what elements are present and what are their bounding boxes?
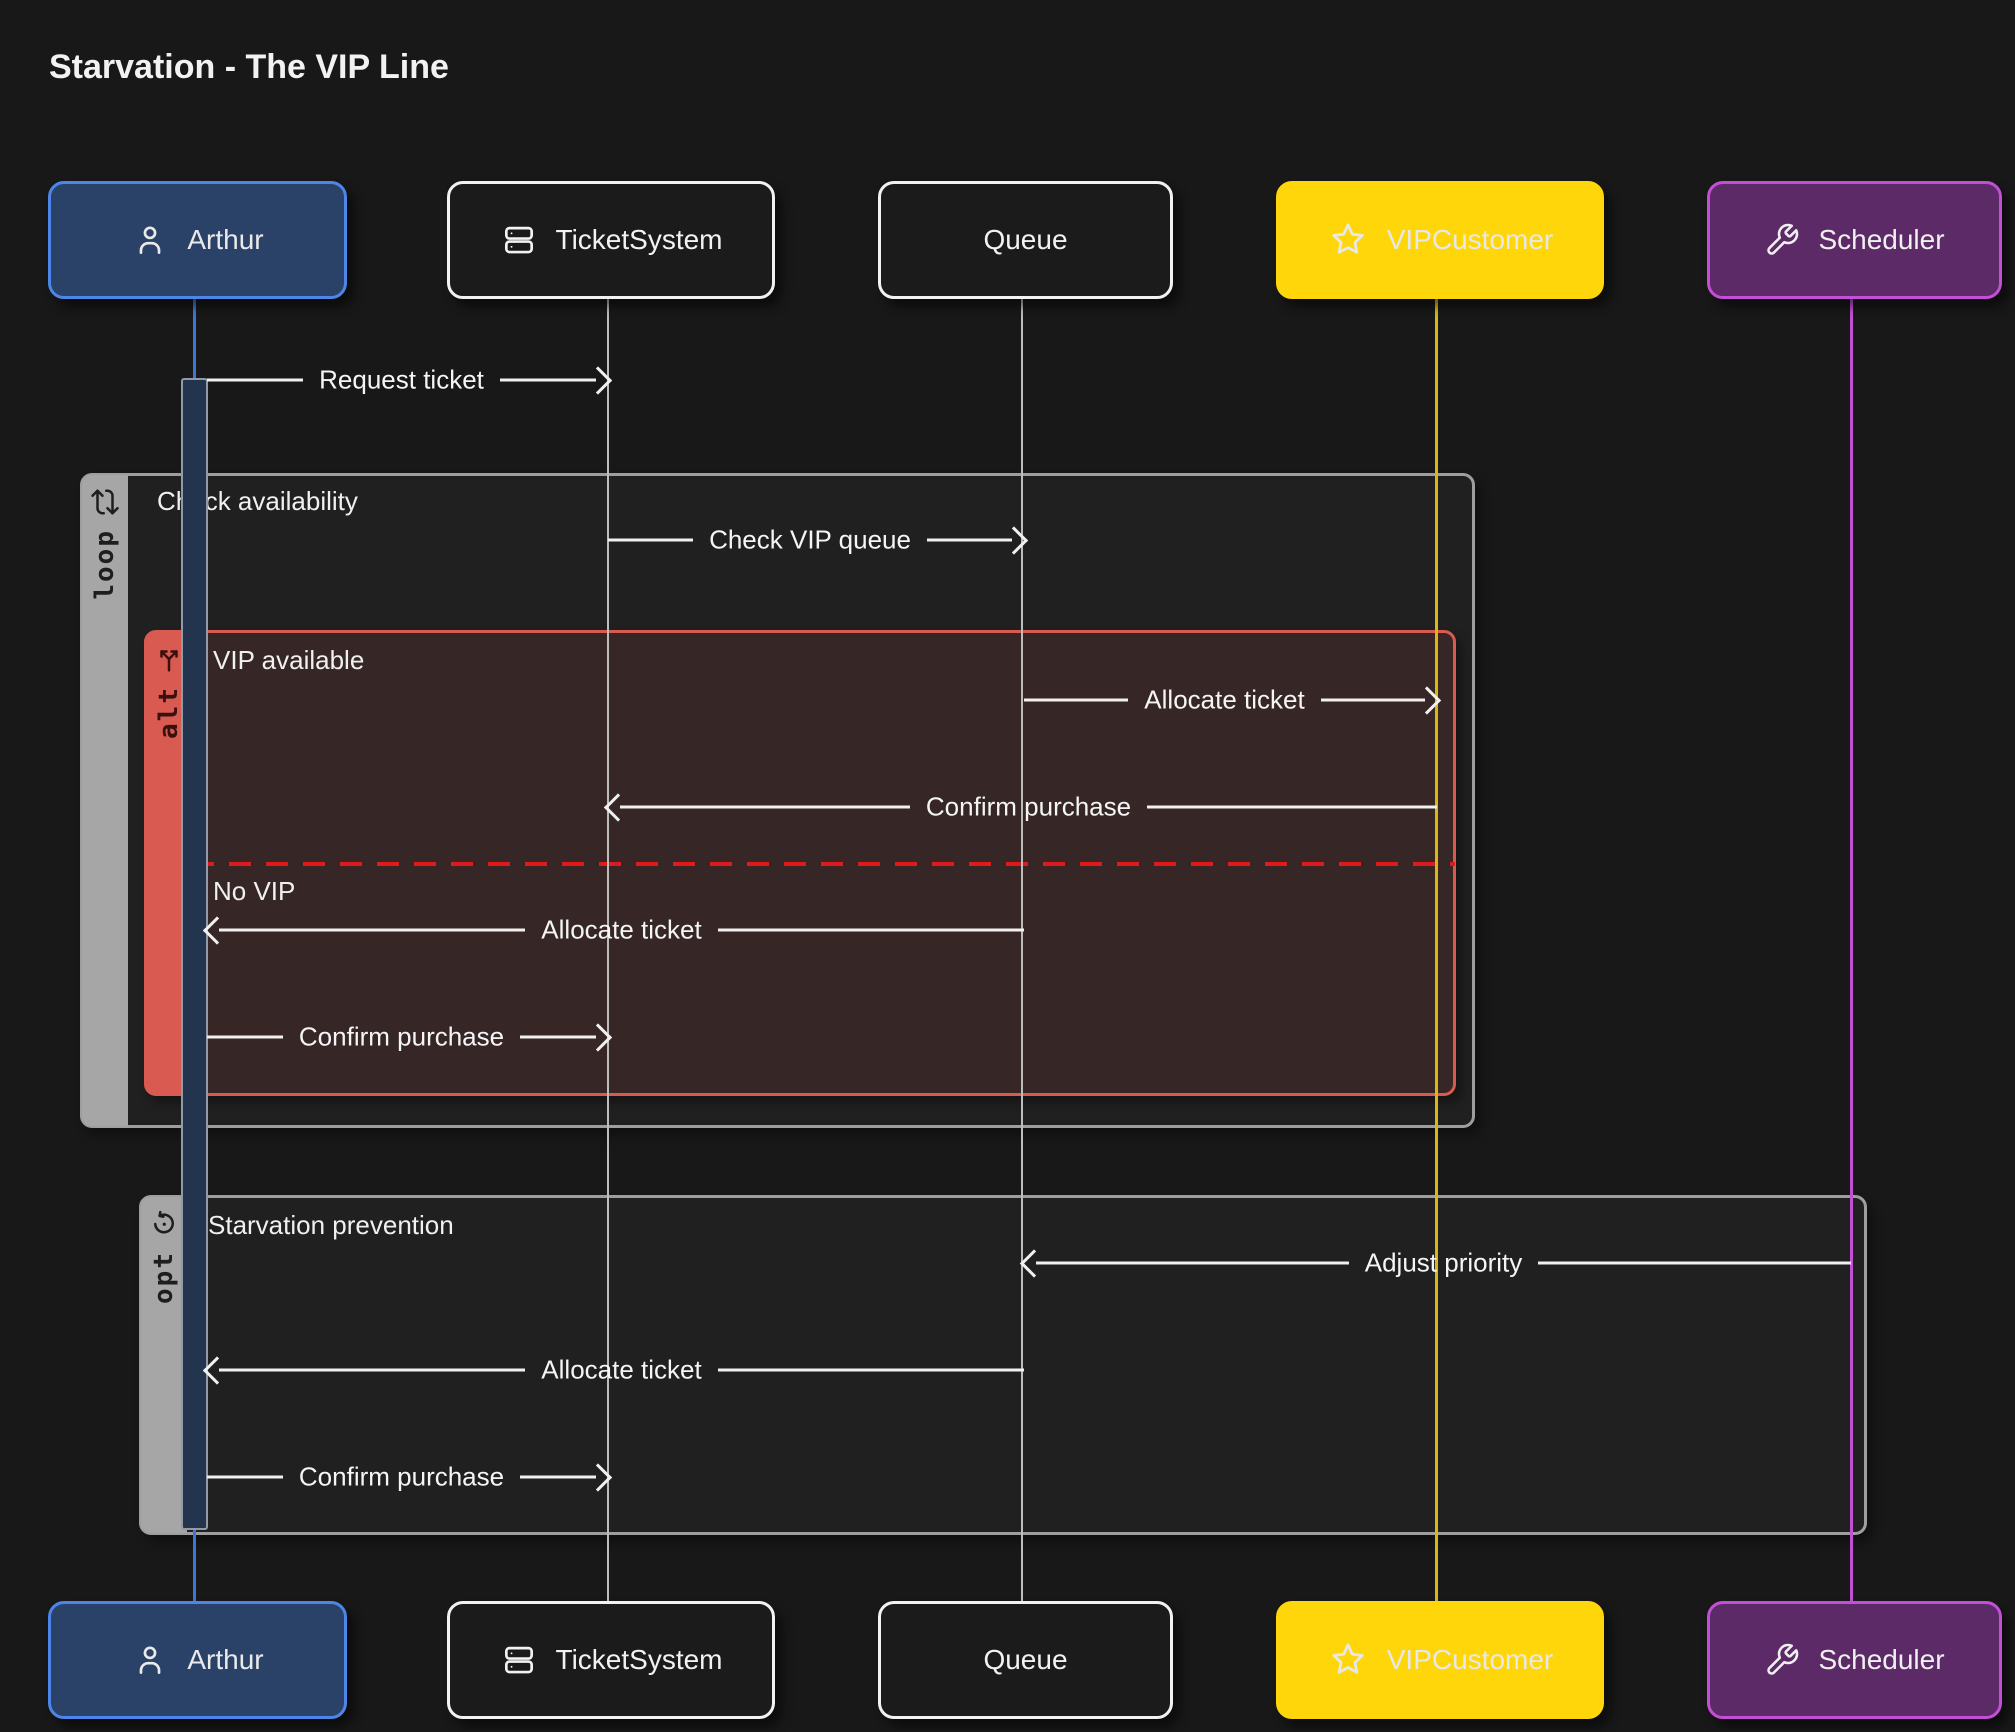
activation-bar-arthur: [181, 378, 208, 1530]
lifeline-scheduler: [1850, 292, 1853, 1602]
arrowhead-left-icon: [603, 792, 633, 822]
message-label: Confirm purchase: [298, 1021, 505, 1052]
actor-name: Scheduler: [1818, 224, 1945, 255]
actor-bottom-ticketsystem: TicketSystem: [447, 1601, 775, 1719]
alt-branch2-label: No VIP: [213, 876, 296, 906]
actor-name: TicketSystem: [555, 224, 723, 255]
star-icon: [1332, 223, 1364, 254]
message-allocate-ticket-vip: Allocate ticket: [1024, 684, 1442, 716]
actor-name: Queue: [983, 1644, 1068, 1675]
actor-bottom-queue: Queue: [878, 1601, 1173, 1719]
message-adjust-priority: Adjust priority: [1019, 1247, 1851, 1279]
actor-top-scheduler: Scheduler: [1707, 181, 2002, 299]
loop-tab: loop: [82, 475, 128, 1126]
actor-bottom-arthur: Arthur: [48, 1601, 347, 1719]
lifeline-queue: [1021, 292, 1023, 1602]
diagram-title: Starvation - The VIP Line: [49, 48, 449, 86]
actor-bottom-scheduler: Scheduler: [1707, 1601, 2002, 1719]
message-allocate-ticket-novip: Allocate ticket: [202, 914, 1024, 946]
loop-icon: [91, 489, 119, 515]
actor-name: Queue: [983, 224, 1068, 255]
message-confirm-purchase-opt: Confirm purchase: [207, 1461, 613, 1493]
wrench-icon: [1767, 223, 1799, 255]
actor-name: TicketSystem: [555, 1644, 723, 1675]
opt-tag-label: opt: [149, 1251, 179, 1304]
arrowhead-right-icon: [583, 365, 613, 395]
actor-bottom-vipcustomer: VIPCustomer: [1276, 1601, 1604, 1719]
server-icon: [504, 226, 533, 254]
actor-name: Arthur: [187, 224, 264, 255]
actor-name: Scheduler: [1818, 1644, 1945, 1675]
loop-fragment: loop Check availability: [80, 473, 1475, 1128]
message-allocate-ticket-opt: Allocate ticket: [202, 1354, 1024, 1386]
actor-top-arthur: Arthur: [48, 181, 347, 299]
message-label: Request ticket: [319, 364, 484, 395]
opt-title: Starvation prevention: [208, 1210, 454, 1240]
wrench-icon: [1767, 1643, 1799, 1675]
message-label: Check VIP queue: [709, 524, 911, 555]
actor-name: VIPCustomer: [1386, 224, 1554, 255]
loop-tag-label: loop: [90, 529, 120, 600]
message-label: Adjust priority: [1364, 1247, 1523, 1278]
arrowhead-right-icon: [999, 525, 1029, 555]
actor-top-vipcustomer: VIPCustomer: [1276, 181, 1604, 299]
alt-branch1-label: VIP available: [213, 645, 365, 675]
star-icon: [1332, 1643, 1364, 1674]
opt-icon: [154, 1210, 174, 1234]
arrowhead-right-icon: [583, 1022, 613, 1052]
message-confirm-purchase-vip: Confirm purchase: [603, 791, 1438, 823]
alt-else-divider: [192, 862, 1455, 866]
message-label: Allocate ticket: [1144, 684, 1305, 715]
actor-name: VIPCustomer: [1386, 1644, 1554, 1675]
alt-fragment: alt VIP available No VIP: [144, 630, 1456, 1096]
opt-fragment: opt Starvation prevention: [139, 1195, 1867, 1535]
arrowhead-left-icon: [202, 915, 232, 945]
message-label: Allocate ticket: [541, 1354, 702, 1385]
message-label: Confirm purchase: [925, 791, 1132, 822]
message-request-ticket: Request ticket: [207, 364, 613, 396]
actor-top-ticketsystem: TicketSystem: [447, 181, 775, 299]
actor-name: Arthur: [187, 1644, 264, 1675]
alt-icon: [160, 650, 178, 672]
message-check-vip-queue: Check VIP queue: [608, 524, 1029, 556]
opt-tab: opt: [141, 1197, 187, 1533]
actor-top-queue: Queue: [878, 181, 1173, 299]
arrowhead-right-icon: [1412, 685, 1442, 715]
lifeline-vipcustomer: [1435, 292, 1438, 1602]
arrowhead-right-icon: [583, 1462, 613, 1492]
server-icon: [504, 1646, 533, 1674]
person-icon: [140, 1646, 161, 1675]
alt-tag-label: alt: [154, 686, 184, 739]
person-icon: [140, 226, 161, 255]
arrowhead-left-icon: [1019, 1248, 1049, 1278]
lifeline-ticketsystem: [607, 292, 609, 1602]
message-label: Confirm purchase: [298, 1461, 505, 1492]
message-label: Allocate ticket: [541, 914, 702, 945]
message-confirm-purchase-novip: Confirm purchase: [207, 1021, 613, 1053]
arrowhead-left-icon: [202, 1355, 232, 1385]
